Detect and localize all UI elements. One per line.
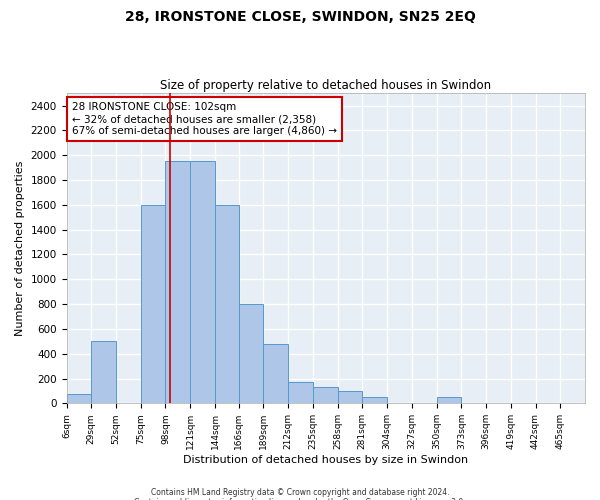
Bar	[215, 205, 239, 404]
Bar	[313, 387, 338, 404]
Bar	[362, 397, 387, 404]
Bar	[190, 162, 215, 404]
Text: Contains public sector information licensed under the Open Government Licence v3: Contains public sector information licen…	[134, 498, 466, 500]
Bar	[338, 391, 362, 404]
Text: Contains HM Land Registry data © Crown copyright and database right 2024.: Contains HM Land Registry data © Crown c…	[151, 488, 449, 497]
Bar	[288, 382, 313, 404]
Y-axis label: Number of detached properties: Number of detached properties	[15, 160, 25, 336]
Bar	[239, 304, 263, 404]
Bar	[141, 205, 166, 404]
Bar	[437, 397, 461, 404]
Bar	[67, 394, 91, 404]
Bar	[166, 162, 190, 404]
Bar	[263, 344, 288, 404]
X-axis label: Distribution of detached houses by size in Swindon: Distribution of detached houses by size …	[183, 455, 469, 465]
Title: Size of property relative to detached houses in Swindon: Size of property relative to detached ho…	[160, 79, 491, 92]
Text: 28, IRONSTONE CLOSE, SWINDON, SN25 2EQ: 28, IRONSTONE CLOSE, SWINDON, SN25 2EQ	[125, 10, 475, 24]
Bar	[91, 342, 116, 404]
Text: 28 IRONSTONE CLOSE: 102sqm
← 32% of detached houses are smaller (2,358)
67% of s: 28 IRONSTONE CLOSE: 102sqm ← 32% of deta…	[72, 102, 337, 136]
